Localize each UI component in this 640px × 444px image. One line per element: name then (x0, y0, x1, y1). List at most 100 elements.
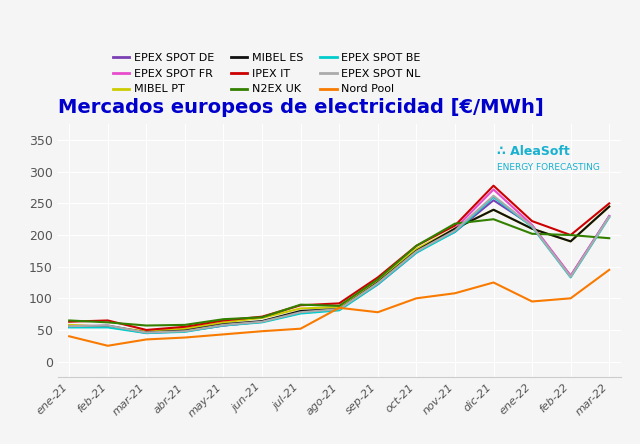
IPEX IT (413, 243, 420, 249)
MIBEL PT (181, 326, 189, 331)
N2EX UK (143, 323, 150, 328)
IPEX IT (451, 223, 459, 228)
MIBEL PT (65, 322, 73, 328)
EPEX SPOT FR (567, 273, 575, 278)
EPEX SPOT FR (65, 323, 73, 328)
EPEX SPOT NL (65, 324, 73, 329)
MIBEL ES (490, 207, 497, 212)
Line: IPEX IT: IPEX IT (69, 186, 609, 330)
EPEX SPOT NL (335, 306, 343, 312)
EPEX SPOT NL (258, 319, 266, 325)
N2EX UK (220, 317, 227, 322)
MIBEL ES (104, 324, 111, 329)
EPEX SPOT DE (181, 329, 189, 334)
IPEX IT (605, 201, 613, 206)
EPEX SPOT NL (181, 329, 189, 334)
IPEX IT (567, 232, 575, 238)
EPEX SPOT BE (567, 275, 575, 280)
EPEX SPOT DE (297, 309, 305, 315)
Nord Pool (490, 280, 497, 285)
EPEX SPOT DE (220, 323, 227, 328)
EPEX SPOT NL (297, 309, 305, 315)
EPEX SPOT BE (143, 330, 150, 336)
Text: ∴ AleaSoft: ∴ AleaSoft (497, 145, 570, 158)
IPEX IT (528, 218, 536, 224)
EPEX SPOT DE (490, 198, 497, 203)
IPEX IT (335, 301, 343, 306)
EPEX SPOT FR (413, 250, 420, 255)
EPEX SPOT BE (297, 311, 305, 316)
MIBEL ES (258, 318, 266, 324)
EPEX SPOT FR (605, 214, 613, 219)
Line: MIBEL ES: MIBEL ES (69, 206, 609, 333)
EPEX SPOT FR (104, 324, 111, 329)
Text: Mercados europeos de electricidad [€/MWh]: Mercados europeos de electricidad [€/MWh… (58, 98, 543, 117)
MIBEL PT (220, 320, 227, 325)
EPEX SPOT NL (413, 249, 420, 254)
MIBEL ES (335, 306, 343, 312)
MIBEL ES (567, 239, 575, 244)
MIBEL ES (143, 330, 150, 335)
EPEX SPOT NL (374, 281, 381, 286)
EPEX SPOT NL (490, 193, 497, 198)
MIBEL PT (451, 226, 459, 231)
Line: EPEX SPOT DE: EPEX SPOT DE (69, 200, 609, 333)
EPEX SPOT DE (335, 307, 343, 313)
EPEX SPOT BE (413, 250, 420, 255)
MIBEL PT (335, 305, 343, 310)
IPEX IT (65, 319, 73, 325)
EPEX SPOT BE (104, 325, 111, 330)
EPEX SPOT NL (451, 228, 459, 233)
EPEX SPOT BE (451, 229, 459, 234)
Nord Pool (104, 343, 111, 349)
Nord Pool (258, 329, 266, 334)
MIBEL PT (143, 329, 150, 334)
MIBEL PT (374, 278, 381, 283)
EPEX SPOT FR (451, 226, 459, 231)
EPEX SPOT DE (143, 330, 150, 335)
MIBEL ES (297, 308, 305, 313)
Nord Pool (605, 267, 613, 273)
EPEX SPOT BE (258, 320, 266, 325)
EPEX SPOT DE (104, 323, 111, 328)
EPEX SPOT FR (374, 282, 381, 287)
N2EX UK (490, 217, 497, 222)
EPEX SPOT DE (528, 223, 536, 228)
EPEX SPOT FR (528, 222, 536, 228)
Nord Pool (143, 337, 150, 342)
EPEX SPOT FR (181, 329, 189, 334)
EPEX SPOT FR (335, 307, 343, 313)
Line: MIBEL PT: MIBEL PT (69, 206, 609, 331)
N2EX UK (258, 315, 266, 320)
N2EX UK (181, 322, 189, 328)
Nord Pool (413, 296, 420, 301)
EPEX SPOT DE (258, 319, 266, 325)
EPEX SPOT FR (297, 310, 305, 316)
EPEX SPOT DE (451, 229, 459, 234)
IPEX IT (258, 314, 266, 319)
Nord Pool (528, 299, 536, 304)
IPEX IT (143, 327, 150, 333)
N2EX UK (528, 231, 536, 237)
Nord Pool (220, 332, 227, 337)
EPEX SPOT DE (65, 324, 73, 329)
EPEX SPOT FR (220, 323, 227, 328)
N2EX UK (297, 302, 305, 307)
EPEX SPOT FR (258, 319, 266, 325)
N2EX UK (104, 320, 111, 325)
MIBEL ES (65, 324, 73, 329)
Line: EPEX SPOT NL: EPEX SPOT NL (69, 196, 609, 333)
MIBEL ES (605, 204, 613, 209)
MIBEL ES (220, 321, 227, 327)
N2EX UK (335, 303, 343, 309)
N2EX UK (65, 318, 73, 323)
MIBEL PT (567, 239, 575, 244)
MIBEL PT (258, 315, 266, 321)
EPEX SPOT NL (220, 322, 227, 328)
EPEX SPOT BE (528, 224, 536, 230)
Line: N2EX UK: N2EX UK (69, 219, 609, 325)
EPEX SPOT DE (413, 248, 420, 254)
IPEX IT (220, 318, 227, 323)
EPEX SPOT DE (567, 274, 575, 279)
IPEX IT (490, 183, 497, 188)
